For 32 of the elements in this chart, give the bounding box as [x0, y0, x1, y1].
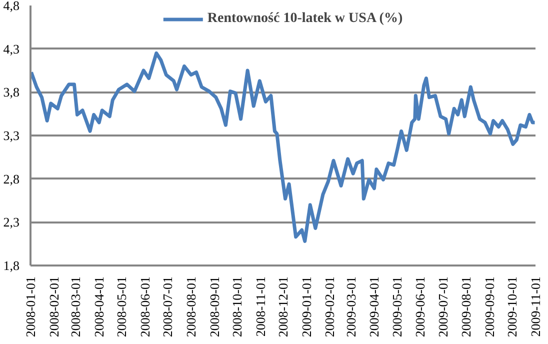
- x-tick-label: 2008-02-01: [46, 276, 62, 338]
- x-tick-label: 2009-02-01: [322, 276, 338, 338]
- x-tick-label: 2009-05-01: [389, 276, 404, 338]
- x-tick-label: 2009-09-01: [482, 276, 498, 338]
- x-tick-label: 2008-04-01: [92, 276, 107, 338]
- x-tick-label: 2008-08-01: [184, 276, 199, 338]
- x-tick-label: 2008-05-01: [114, 276, 130, 338]
- x-tick-label: 2008-12-01: [276, 276, 290, 338]
- y-tick-label: 3,8: [3, 84, 20, 100]
- x-tick-label: 2008-01-01: [23, 276, 38, 338]
- x-tick-label: 2009-07-01: [435, 276, 450, 338]
- x-tick-label: 2009-10-01: [504, 276, 520, 338]
- y-tick-label: 2,3: [3, 214, 20, 230]
- x-tick-label: 2009-04-01: [366, 276, 382, 338]
- x-tick-label: 2008-11-01: [252, 276, 268, 337]
- legend-label: Rentowność 10-latek w USA (%): [207, 11, 403, 27]
- x-tick-label: 2008-06-01: [138, 276, 153, 338]
- x-tick-label: 2008-03-01: [68, 276, 84, 338]
- x-tick-label: 2009-01-01: [298, 276, 314, 338]
- x-tick-label: 2008-09-01: [206, 276, 222, 338]
- y-tick-label: 4,8: [3, 0, 20, 13]
- x-tick-label: 2009-06-01: [412, 276, 428, 338]
- y-tick-label: 3,3: [3, 128, 20, 143]
- x-tick-label: 2009-03-01: [343, 276, 358, 338]
- y-tick-label: 1,8: [3, 258, 20, 273]
- x-tick-label: 2008-07-01: [160, 276, 176, 338]
- y-tick-label: 2,8: [3, 171, 20, 186]
- x-tick-label: 2008-10-01: [230, 276, 245, 338]
- x-tick-label: 2009-11-01: [528, 276, 543, 337]
- x-tick-label: 2009-08-01: [458, 276, 474, 338]
- y-tick-label: 4,3: [3, 41, 20, 56]
- line-series: [30, 51, 536, 243]
